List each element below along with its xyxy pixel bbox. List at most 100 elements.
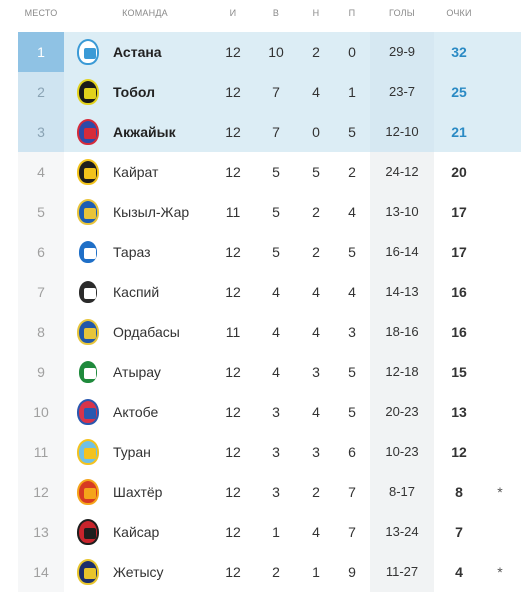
table-row[interactable]: 6 Тараз 12 5 2 5 16-14 17 (0, 232, 527, 272)
team-name[interactable]: Тараз (113, 244, 151, 260)
atyrau-logo-icon (77, 359, 99, 386)
place-cell-bg (18, 512, 64, 552)
team-name[interactable]: Кайсар (113, 524, 160, 540)
team-name[interactable]: Жетысу (113, 564, 164, 580)
logo-emblem (84, 568, 96, 580)
table-row[interactable]: 4 Кайрат 12 5 5 2 24-12 20 (0, 152, 527, 192)
draws-value: 1 (312, 564, 320, 580)
header-games: И (229, 8, 237, 18)
table-row[interactable]: 1 Астана 12 10 2 0 29-9 32 (0, 32, 527, 72)
table-row[interactable]: 12 Шахтёр 12 3 2 7 8-17 8 * (0, 472, 527, 512)
wins-value: 4 (272, 284, 280, 300)
team-name[interactable]: Астана (113, 44, 162, 60)
team-name[interactable]: Акжайык (113, 124, 176, 140)
table-row[interactable]: 14 Жетысу 12 2 1 9 11-27 4 * (0, 552, 527, 592)
team-name[interactable]: Кайрат (113, 164, 159, 180)
table-row[interactable]: 5 Кызыл-Жар 11 5 2 4 13-10 17 (0, 192, 527, 232)
team-name[interactable]: Атырау (113, 364, 161, 380)
place-cell-bg (18, 72, 64, 112)
team-logo-cell[interactable] (64, 312, 112, 352)
team-logo-cell[interactable] (64, 32, 112, 72)
place-cell-bg (18, 232, 64, 272)
table-row[interactable]: 8 Ордабасы 11 4 4 3 18-16 16 (0, 312, 527, 352)
team-name[interactable]: Кызыл-Жар (113, 204, 190, 220)
games-value: 12 (225, 84, 241, 100)
team-logo-cell[interactable] (64, 112, 112, 152)
wins-value: 7 (272, 124, 280, 140)
points-value: 16 (451, 284, 467, 300)
table-row[interactable]: 10 Актобе 12 3 4 5 20-23 13 (0, 392, 527, 432)
goals-value: 13-24 (385, 524, 419, 539)
draws-value: 2 (312, 484, 320, 500)
losses-value: 5 (348, 124, 356, 140)
team-name[interactable]: Актобе (113, 404, 159, 420)
table-row[interactable]: 7 Каспий 12 4 4 4 14-13 16 (0, 272, 527, 312)
games-value: 12 (225, 284, 241, 300)
goals-cell-bg (370, 272, 434, 312)
team-name[interactable]: Тобол (113, 84, 155, 100)
games-value: 12 (225, 564, 241, 580)
table-row[interactable]: 9 Атырау 12 4 3 5 12-18 15 (0, 352, 527, 392)
team-logo-cell[interactable] (64, 72, 112, 112)
team-logo-cell[interactable] (64, 552, 112, 592)
goals-cell-bg (370, 352, 434, 392)
draws-value: 4 (312, 84, 320, 100)
team-logo-cell[interactable] (64, 432, 112, 472)
points-value: 12 (451, 444, 467, 460)
ordabasy-logo-icon (77, 319, 99, 346)
points-value: 4 (455, 564, 463, 580)
place-cell-bg (18, 352, 64, 392)
team-logo-cell[interactable] (64, 272, 112, 312)
team-logo-cell[interactable] (64, 152, 112, 192)
goals-value: 12-10 (385, 124, 419, 139)
note-marker (490, 352, 510, 392)
points-value: 16 (451, 324, 467, 340)
points-value: 17 (451, 244, 467, 260)
table-row[interactable]: 13 Кайсар 12 1 4 7 13-24 7 (0, 512, 527, 552)
team-logo-cell[interactable] (64, 352, 112, 392)
team-logo-cell[interactable] (64, 392, 112, 432)
points-value: 20 (451, 164, 467, 180)
goals-value: 29-9 (388, 44, 416, 59)
place-cell-bg (18, 472, 64, 512)
logo-emblem (84, 488, 96, 500)
logo-emblem (84, 128, 96, 140)
wins-value: 5 (272, 244, 280, 260)
team-logo-cell[interactable] (64, 192, 112, 232)
logo-emblem (84, 208, 96, 220)
games-value: 11 (225, 204, 241, 220)
team-name[interactable]: Шахтёр (113, 484, 163, 500)
team-name[interactable]: Ордабасы (113, 324, 180, 340)
team-logo-cell[interactable] (64, 232, 112, 272)
table-row[interactable]: 3 Акжайык 12 7 0 5 12-10 21 (0, 112, 527, 152)
table-row[interactable]: 11 Туран 12 3 3 6 10-23 12 (0, 432, 527, 472)
note-marker (490, 112, 510, 152)
place-value: 12 (33, 484, 49, 500)
note-marker (490, 32, 510, 72)
goals-cell-bg (370, 512, 434, 552)
goals-cell-bg (370, 472, 434, 512)
goals-value: 12-18 (385, 364, 419, 379)
team-logo-cell[interactable] (64, 512, 112, 552)
losses-value: 3 (348, 324, 356, 340)
place-cell-bg (18, 272, 64, 312)
wins-value: 3 (272, 404, 280, 420)
team-name[interactable]: Каспий (113, 284, 160, 300)
place-cell-bg (18, 192, 64, 232)
draws-value: 2 (312, 244, 320, 260)
games-value: 12 (225, 444, 241, 460)
wins-value: 3 (272, 484, 280, 500)
table-row[interactable]: 2 Тобол 12 7 4 1 23-7 25 (0, 72, 527, 112)
wins-value: 3 (272, 444, 280, 460)
goals-value: 24-12 (385, 164, 419, 179)
goals-value: 13-10 (385, 204, 419, 219)
losses-value: 5 (348, 364, 356, 380)
team-logo-cell[interactable] (64, 472, 112, 512)
place-value: 8 (37, 324, 45, 340)
team-name[interactable]: Туран (113, 444, 151, 460)
losses-value: 7 (348, 524, 356, 540)
losses-value: 6 (348, 444, 356, 460)
games-value: 11 (225, 324, 241, 340)
goals-value: 11-27 (385, 564, 419, 579)
place-cell-bg (18, 152, 64, 192)
